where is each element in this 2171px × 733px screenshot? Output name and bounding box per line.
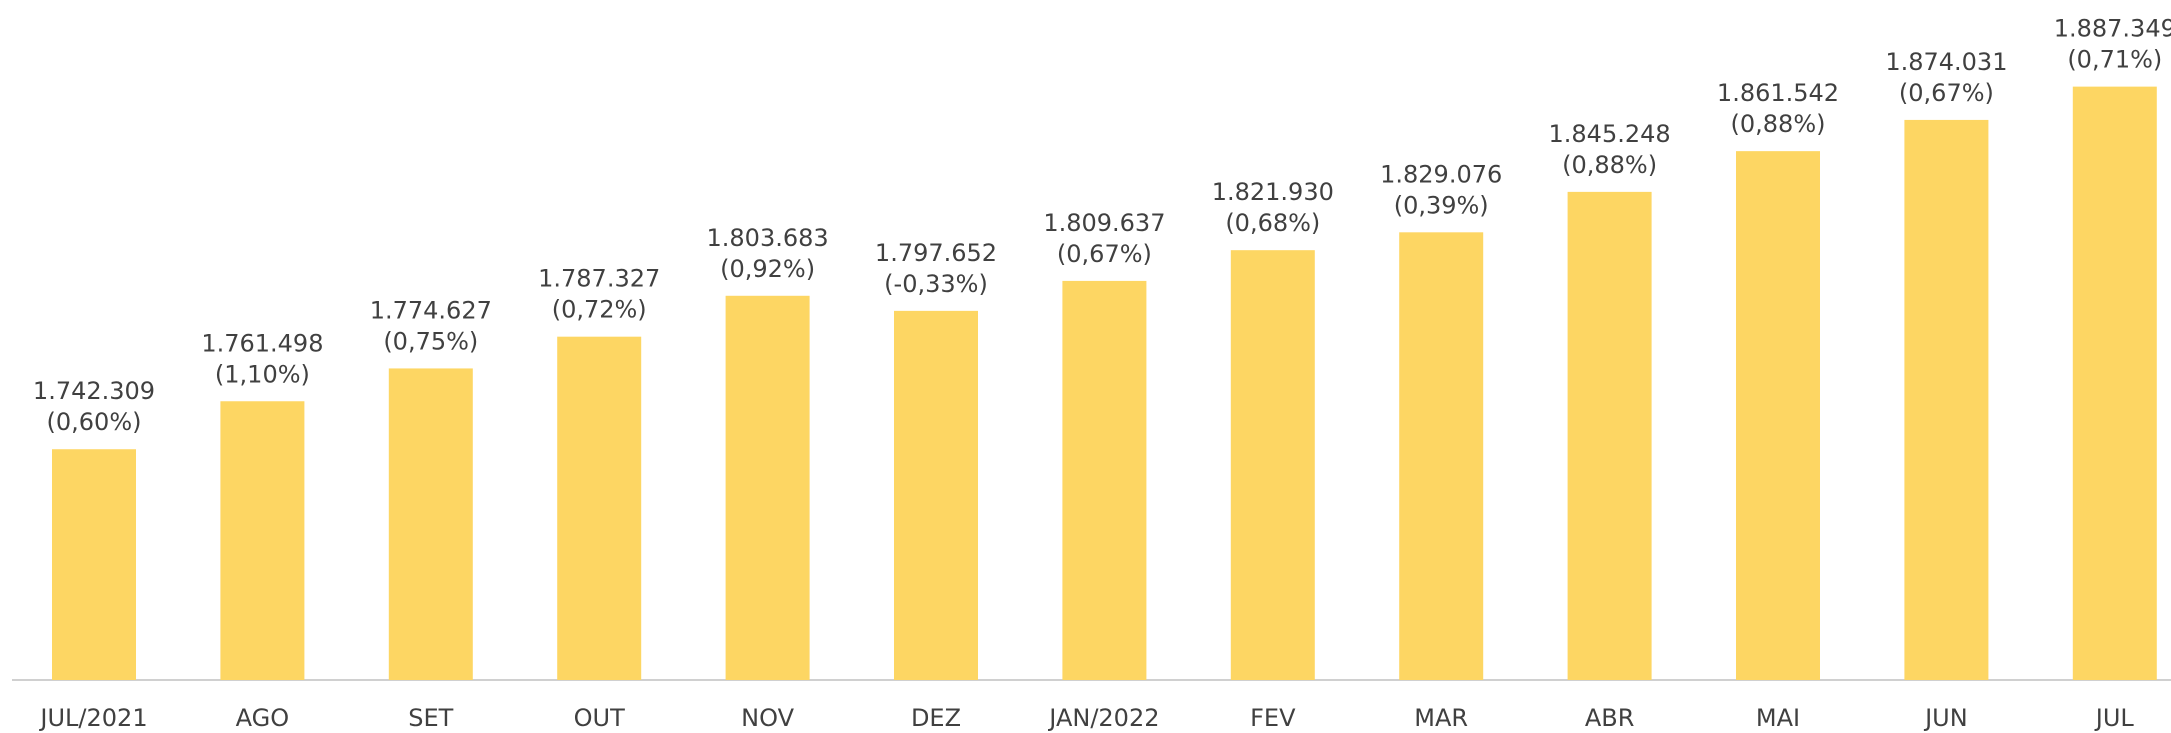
x-tick-label: ABR (1585, 704, 1635, 732)
bar (557, 336, 642, 680)
change-label: (1,10%) (215, 360, 310, 388)
value-label: 1.761.498 (201, 329, 323, 357)
value-label: 1.874.031 (1885, 48, 2007, 76)
change-label: (0,88%) (1731, 110, 1826, 138)
x-tick-label: FEV (1250, 704, 1296, 732)
value-label: 1.821.930 (1212, 178, 1334, 206)
x-tick-label: JAN/2022 (1047, 704, 1159, 732)
value-label: 1.845.248 (1549, 120, 1671, 148)
change-label: (0,92%) (720, 255, 815, 283)
bar (1567, 191, 1652, 680)
bar (2072, 86, 2157, 680)
bar (1399, 232, 1484, 680)
bar (1736, 151, 1820, 680)
change-label: (0,75%) (383, 327, 478, 355)
x-tick-label: DEZ (911, 704, 961, 732)
bar (1904, 119, 1989, 681)
bar (220, 401, 305, 680)
x-tick-label: OUT (574, 704, 625, 732)
value-label: 1.774.627 (370, 296, 492, 324)
value-label: 1.797.652 (875, 239, 997, 267)
change-label: (0,88%) (1562, 151, 1657, 179)
bar (894, 310, 978, 680)
value-label: 1.861.542 (1717, 79, 1839, 107)
bar (388, 368, 473, 680)
bar (1062, 280, 1147, 680)
bar (52, 449, 136, 680)
bar (1230, 250, 1315, 681)
change-label: (0,68%) (1225, 209, 1320, 237)
value-label: 1.829.076 (1380, 160, 1502, 188)
value-label: 1.787.327 (538, 265, 660, 293)
bar (725, 295, 810, 680)
change-label: (-0,33%) (884, 270, 988, 298)
x-tick-label: MAI (1756, 704, 1800, 732)
x-tick-label: NOV (741, 704, 794, 732)
x-tick-label: MAR (1414, 704, 1468, 732)
x-tick-label: JUL (2094, 704, 2135, 732)
value-label: 1.887.349 (2054, 15, 2171, 43)
change-label: (0,67%) (1057, 240, 1152, 268)
change-label: (0,39%) (1394, 191, 1489, 219)
value-label: 1.742.309 (33, 377, 155, 405)
value-label: 1.809.637 (1043, 209, 1165, 237)
change-label: (0,72%) (552, 296, 647, 324)
value-label: 1.803.683 (707, 224, 829, 252)
x-tick-label: JUN (1923, 704, 1968, 732)
change-label: (0,67%) (1899, 79, 1994, 107)
change-label: (0,60%) (47, 408, 142, 436)
x-tick-label: AGO (236, 704, 289, 732)
x-tick-label: JUL/2021 (38, 704, 147, 732)
x-tick-label: SET (408, 704, 453, 732)
change-label: (0,71%) (2067, 46, 2162, 74)
